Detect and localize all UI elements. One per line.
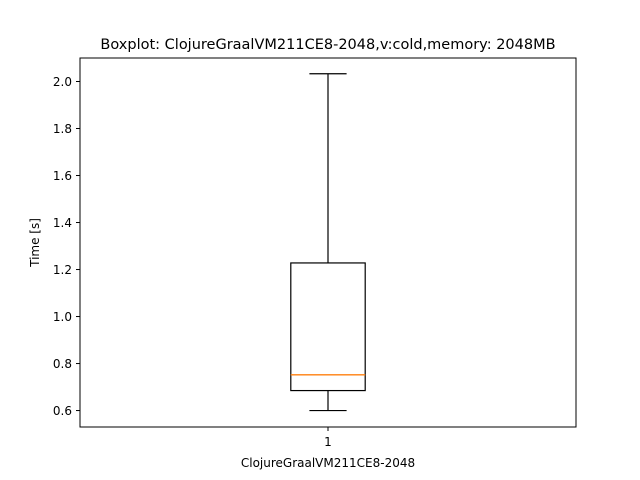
y-tick-label: 1.2 [53,263,72,277]
y-tick-label: 0.8 [53,357,72,371]
box-1 [290,73,366,412]
y-tick-label: 1.6 [53,169,72,183]
y-tick-label: 1.0 [53,310,72,324]
x-axis-label: ClojureGraalVM211CE8-2048 [241,456,415,470]
y-axis: 0.6 0.8 1.0 1.2 1.4 1.6 1.8 2.0 [53,75,80,418]
y-tick-label: 1.4 [53,216,72,230]
box-series [290,73,366,412]
y-tick-label: 2.0 [53,75,72,89]
chart-title: Boxplot: ClojureGraalVM211CE8-2048,v:col… [100,37,555,53]
iqr-box [290,262,366,392]
x-axis: 1 [324,427,332,449]
y-axis-label: Time [s] [28,218,42,268]
x-tick-label: 1 [324,435,332,449]
y-tick-label: 1.8 [53,122,72,136]
y-tick-label: 0.6 [53,404,72,418]
